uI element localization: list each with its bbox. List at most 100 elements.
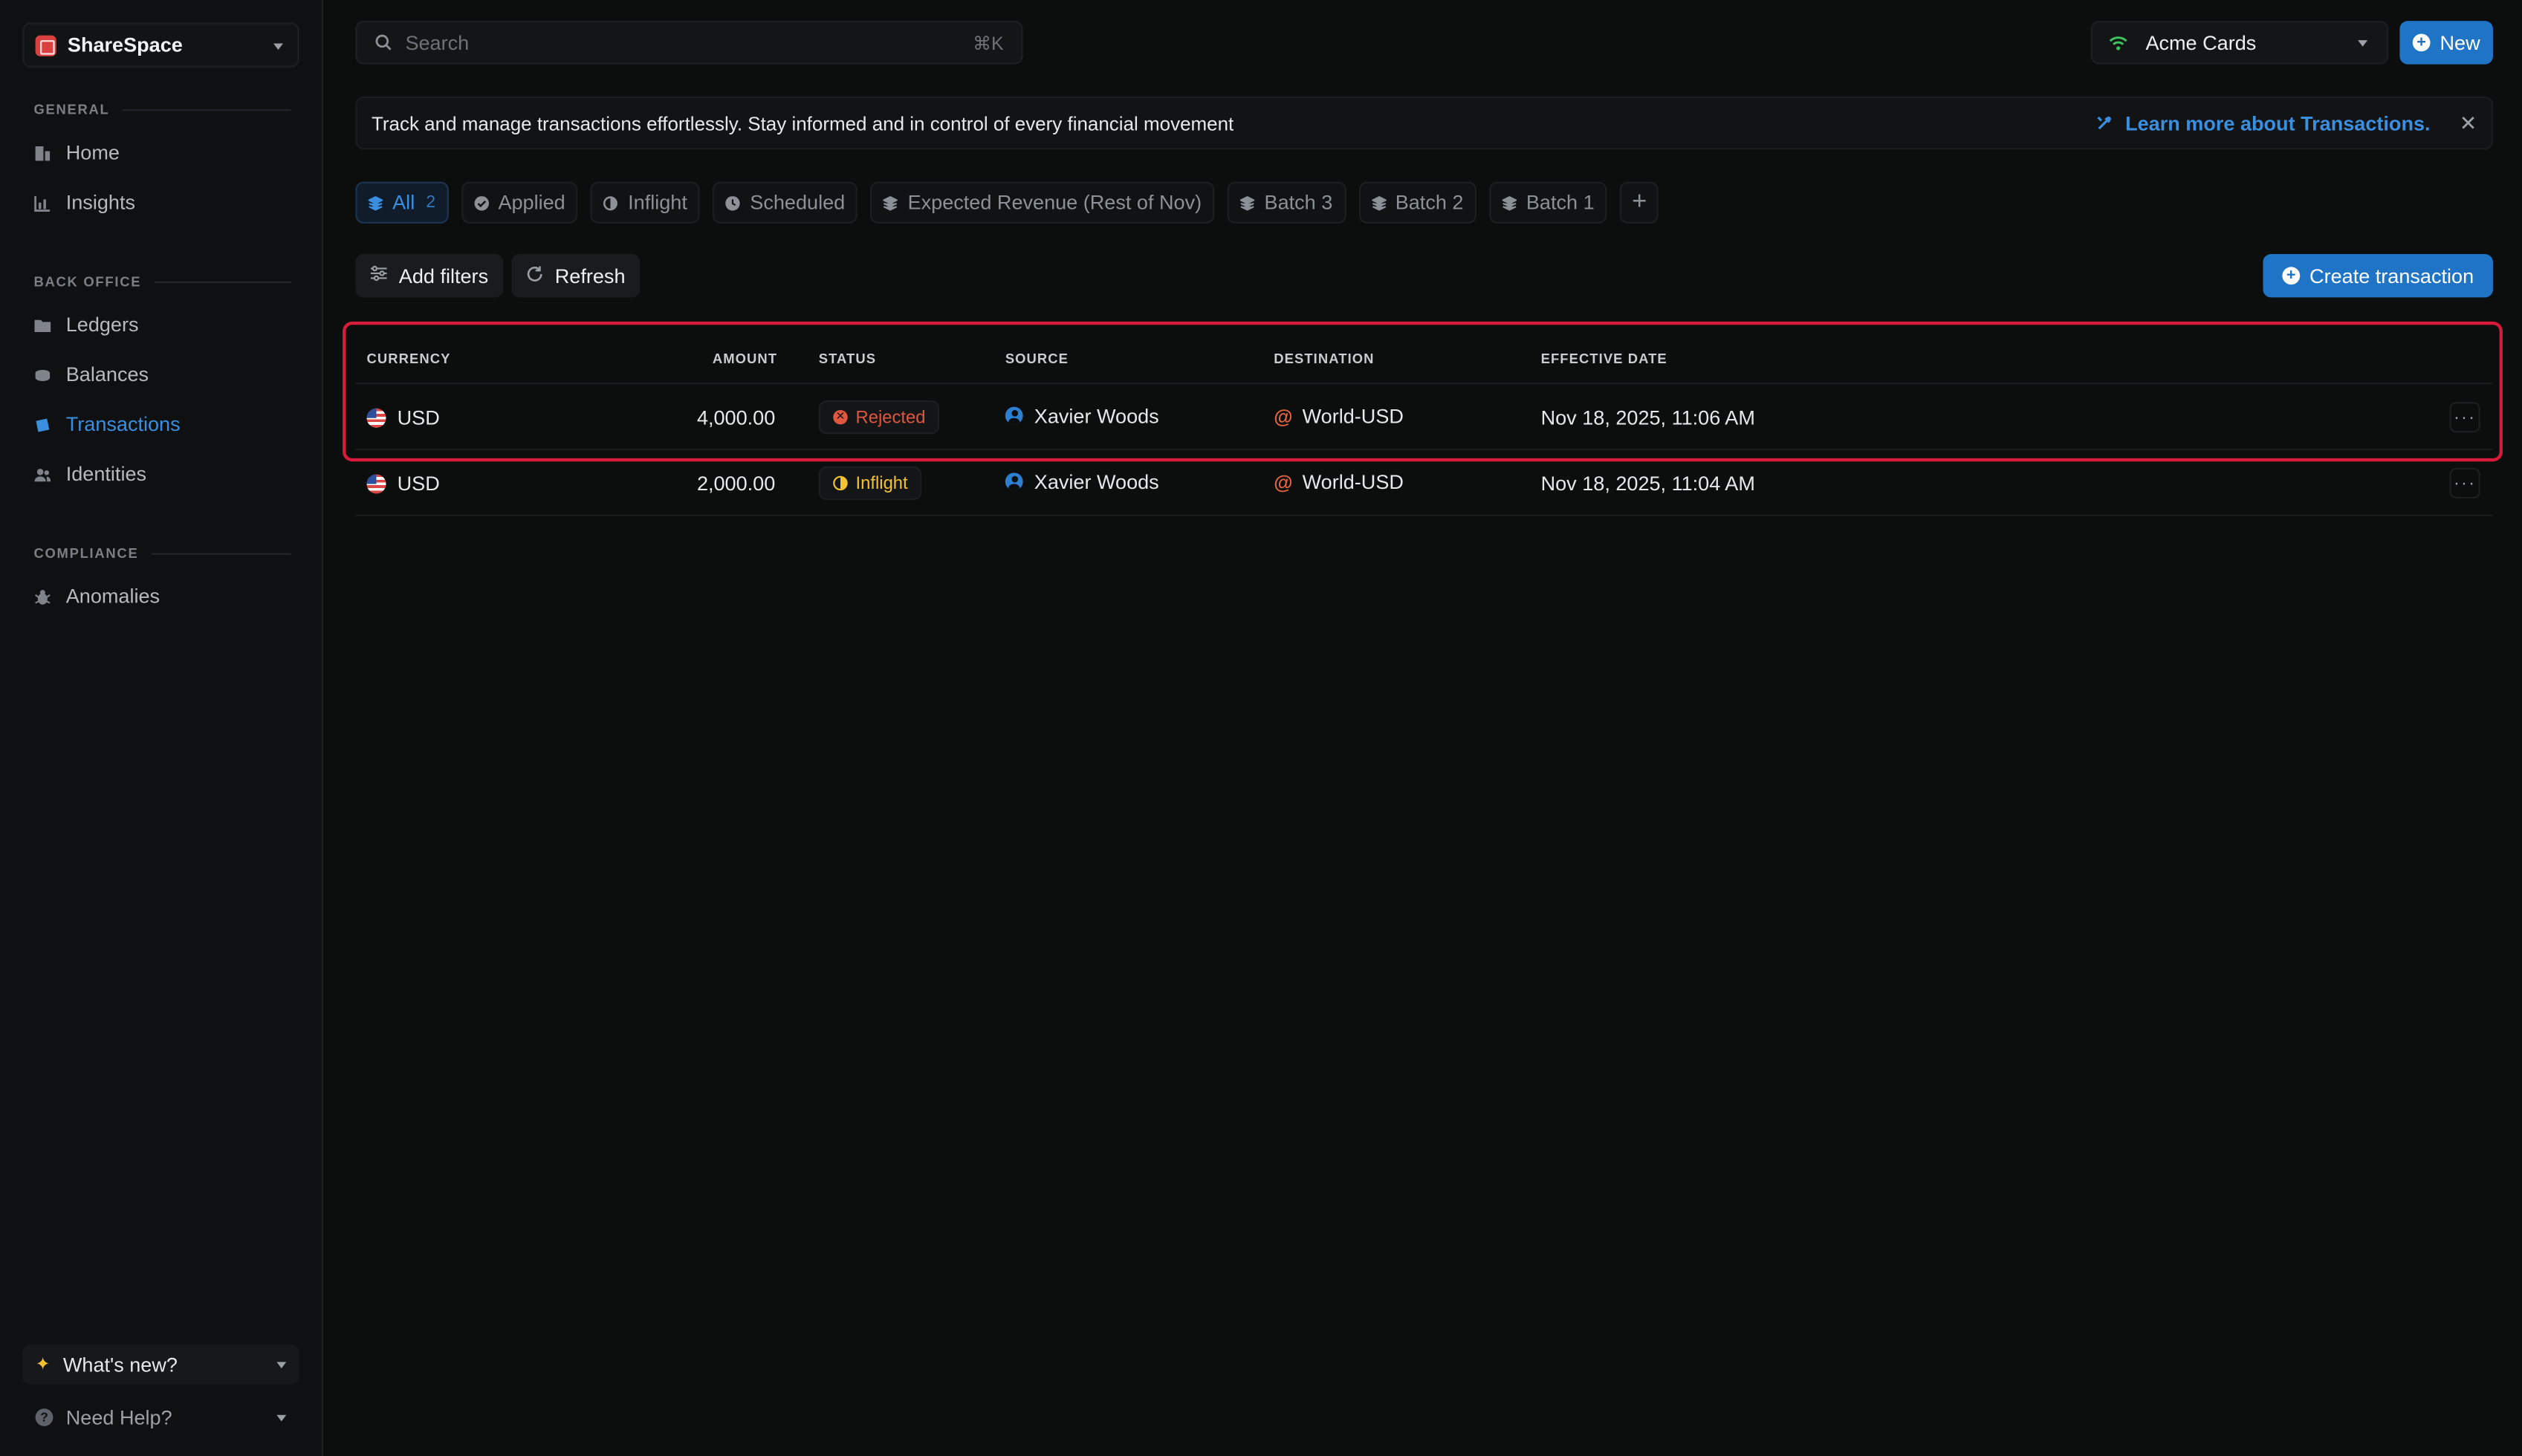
add-tab-button[interactable]: + — [1620, 181, 1659, 224]
tab-label: Batch 3 — [1264, 191, 1333, 214]
sidebar-item-balances[interactable]: Balances — [33, 363, 149, 386]
status-label: Inflight — [855, 473, 908, 493]
new-button[interactable]: + New — [2399, 21, 2493, 65]
amount-value: 4,000.00 — [696, 406, 776, 429]
tab-all[interactable]: All 2 — [355, 181, 449, 224]
tools-icon — [2098, 116, 2112, 130]
sidebar-item-label: Insights — [65, 191, 136, 214]
status-badge: Inflight — [818, 466, 923, 501]
source-value[interactable]: Xavier Woods — [1034, 404, 1159, 427]
more-options-icon[interactable]: ··· — [2449, 402, 2480, 433]
tab-scheduled[interactable]: Scheduled — [713, 181, 858, 224]
source-value[interactable]: Xavier Woods — [1034, 470, 1159, 493]
stack-icon — [1240, 195, 1255, 210]
user-circle-icon — [1005, 406, 1023, 425]
stack-icon — [368, 195, 383, 210]
coins-icon — [33, 365, 51, 383]
chevron-down-icon — [2358, 40, 2368, 47]
destination-cell: @ World-USD — [1274, 449, 1404, 515]
whats-new-button[interactable]: ✦ What's new? — [22, 1344, 299, 1385]
plus-circle-icon: + — [2282, 267, 2301, 285]
refresh-label: Refresh — [554, 264, 626, 287]
sidebar-item-ledgers[interactable]: Ledgers — [33, 313, 139, 336]
org-name: ShareSpace — [67, 33, 183, 56]
sidebar-item-label: Transactions — [65, 413, 181, 436]
amount-cell: 4,000.00 — [697, 384, 775, 450]
x-circle-icon: ✕ — [833, 409, 848, 425]
source-cell: Xavier Woods — [1005, 449, 1159, 515]
half-circle-icon — [833, 475, 848, 491]
org-switcher[interactable]: ShareSpace — [22, 22, 299, 68]
search-input[interactable] — [405, 31, 936, 54]
create-transaction-button[interactable]: + Create transaction — [2263, 253, 2493, 298]
workspace-switcher[interactable]: Acme Cards — [2090, 21, 2389, 65]
sidebar-item-anomalies[interactable]: Anomalies — [33, 585, 160, 608]
amount-cell: 2,000.00 — [697, 450, 775, 516]
tab-expected-revenue[interactable]: Expected Revenue (Rest of Nov) — [870, 181, 1215, 224]
search-icon — [375, 34, 392, 51]
tab-label: Inflight — [628, 191, 687, 214]
destination-cell: @ World-USD — [1274, 383, 1404, 449]
tab-label: All — [392, 191, 415, 214]
building-icon — [33, 144, 51, 162]
stack-icon — [1502, 195, 1517, 210]
table-row[interactable]: USD 2,000.00 Inflight Xavier Woods @ Wor… — [355, 450, 2493, 516]
whats-new-label: What's new? — [62, 1353, 178, 1376]
source-cell: Xavier Woods — [1005, 383, 1159, 449]
users-icon — [33, 466, 51, 484]
tab-batch-1[interactable]: Batch 1 — [1489, 181, 1607, 224]
destination-value[interactable]: World-USD — [1302, 404, 1404, 427]
table-header: CURRENCY AMOUNT STATUS SOURCE DESTINATIO… — [355, 326, 2493, 385]
table-row[interactable]: USD 4,000.00 ✕ Rejected Xavier Woods @ W… — [355, 383, 2493, 451]
more-options-icon[interactable]: ··· — [2449, 467, 2480, 498]
bug-icon — [33, 588, 51, 605]
add-filters-button[interactable]: Add filters — [355, 253, 503, 298]
sidebar-item-identities[interactable]: Identities — [33, 463, 146, 486]
column-header-effective-date[interactable]: EFFECTIVE DATE — [1540, 350, 1667, 367]
section-label-back-office: BACK OFFICE — [33, 273, 291, 290]
view-tabs: All 2 Applied Inflight Scheduled Expecte… — [355, 181, 1659, 224]
status-cell: Inflight — [818, 450, 923, 516]
filter-icon — [370, 265, 388, 286]
need-help-button[interactable]: ? Need Help? — [22, 1397, 299, 1437]
learn-more-link[interactable]: Learn more about Transactions. — [2096, 111, 2431, 134]
sidebar-item-label: Balances — [65, 363, 149, 386]
banner-text: Track and manage transactions effortless… — [371, 111, 1234, 134]
destination-value[interactable]: World-USD — [1302, 470, 1404, 493]
column-header-source[interactable]: SOURCE — [1005, 350, 1069, 367]
section-label-compliance: COMPLIANCE — [33, 545, 291, 562]
tab-applied[interactable]: Applied — [461, 181, 579, 224]
sidebar-item-transactions[interactable]: Transactions — [33, 413, 181, 436]
chevron-down-icon — [273, 43, 283, 51]
status-cell: ✕ Rejected — [818, 384, 940, 450]
clock-icon — [725, 195, 741, 210]
search-shortcut: ⌘K — [973, 34, 1004, 54]
sidebar-item-home[interactable]: Home — [33, 141, 120, 164]
date-cell: Nov 18, 2025, 11:06 AM — [1541, 384, 1755, 450]
learn-more-label: Learn more about Transactions. — [2125, 111, 2431, 134]
chevron-down-icon — [276, 1414, 287, 1422]
transactions-table: CURRENCY AMOUNT STATUS SOURCE DESTINATIO… — [355, 326, 2493, 516]
tab-label: Batch 1 — [1526, 191, 1595, 214]
folder-icon — [33, 316, 51, 334]
tab-inflight[interactable]: Inflight — [591, 181, 701, 224]
close-icon[interactable]: ✕ — [2459, 110, 2477, 134]
currency-value: USD — [397, 406, 440, 429]
sidebar-item-insights[interactable]: Insights — [33, 192, 135, 214]
column-header-destination[interactable]: DESTINATION — [1274, 350, 1375, 367]
column-header-amount[interactable]: AMOUNT — [712, 350, 778, 367]
column-header-status[interactable]: STATUS — [818, 350, 877, 367]
tab-label: Batch 2 — [1395, 191, 1464, 214]
tab-count: 2 — [426, 192, 436, 212]
refresh-button[interactable]: Refresh — [511, 253, 640, 298]
currency-cell: USD — [366, 384, 440, 450]
column-header-currency[interactable]: CURRENCY — [366, 350, 451, 367]
search-bar[interactable]: ⌘K — [355, 21, 1023, 65]
add-filters-label: Add filters — [398, 264, 489, 287]
tab-batch-2[interactable]: Batch 2 — [1358, 181, 1476, 224]
effective-date-value: Nov 18, 2025, 11:06 AM — [1540, 406, 1755, 429]
at-sign-icon: @ — [1274, 470, 1293, 493]
tab-label: Scheduled — [750, 191, 846, 214]
tab-batch-3[interactable]: Batch 3 — [1227, 181, 1346, 224]
wifi-icon — [2109, 36, 2127, 50]
